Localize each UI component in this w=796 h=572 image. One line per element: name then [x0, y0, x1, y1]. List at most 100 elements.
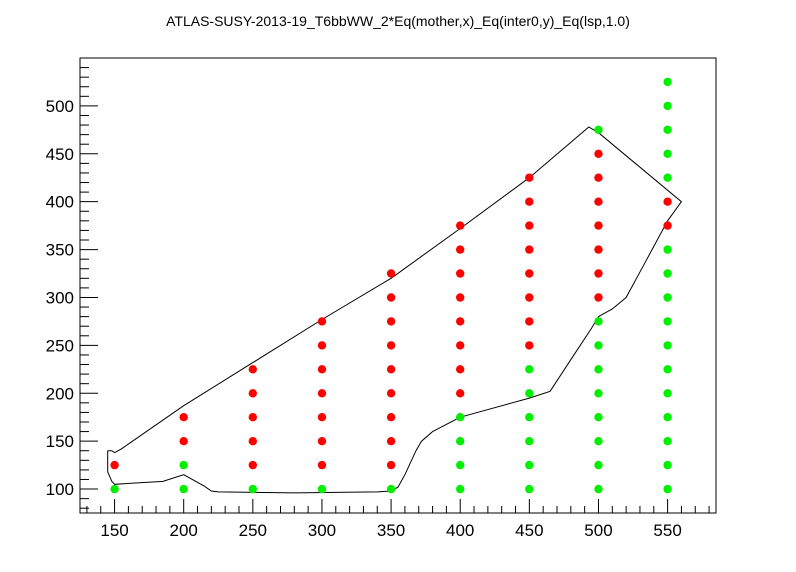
- allowed-point: [456, 437, 465, 446]
- allowed-point: [317, 484, 327, 494]
- y-tick-label: 300: [46, 288, 74, 307]
- excluded-point: [386, 341, 396, 350]
- excluded-point: [386, 269, 396, 278]
- axes-layer: 150 200 250 300 350 400 450 500 550 100 150 200 250 3…: [46, 57, 710, 540]
- excluded-point: [386, 293, 396, 302]
- y-tick-label: 200: [46, 384, 74, 403]
- allowed-point: [110, 484, 119, 494]
- allowed-point: [248, 484, 257, 494]
- chart-title: ATLAS-SUSY-2013-19_T6bbWW_2*Eq(mother,x)…: [166, 13, 630, 29]
- y-tick-label: 400: [46, 193, 74, 212]
- allowed-point: [525, 484, 534, 494]
- allowed-point: [594, 484, 603, 494]
- excluded-point: [663, 197, 672, 206]
- allowed-point: [456, 460, 465, 470]
- allowed-point: [594, 460, 603, 470]
- excluded-point: [386, 365, 396, 374]
- y-tick-label: 350: [46, 241, 74, 260]
- allowed-point: [663, 149, 672, 158]
- x-tick-label: 500: [584, 521, 612, 540]
- excluded-point: [386, 389, 396, 398]
- excluded-point: [525, 317, 534, 326]
- excluded-point: [456, 317, 465, 326]
- allowed-point: [594, 365, 603, 374]
- allowed-point: [594, 341, 603, 350]
- y-tick-label: 250: [46, 336, 74, 355]
- excluded-point: [456, 245, 465, 254]
- allowed-point: [179, 460, 188, 470]
- plot-frame: [79, 57, 717, 514]
- excluded-point: [594, 149, 603, 158]
- excluded-point: [248, 365, 257, 374]
- excluded-point: [456, 269, 465, 278]
- excluded-point: [594, 269, 603, 278]
- allowed-point: [663, 365, 672, 374]
- excluded-point: [317, 437, 327, 446]
- excluded-point: [456, 365, 465, 374]
- excluded-point: [248, 413, 257, 422]
- exclusion-contour-layer: [107, 126, 683, 494]
- allowed-point: [456, 484, 465, 494]
- allowed-point: [525, 365, 534, 374]
- excluded-point: [594, 245, 603, 254]
- excluded-point: [317, 365, 327, 374]
- data-points-layer: [110, 77, 672, 494]
- x-tick-label: 250: [239, 521, 267, 540]
- x-tick-label: 200: [170, 521, 198, 540]
- allowed-point: [663, 293, 672, 302]
- allowed-point: [663, 125, 672, 134]
- excluded-point: [525, 269, 534, 278]
- excluded-point: [317, 460, 327, 470]
- excluded-point: [386, 317, 396, 326]
- allowed-point: [594, 437, 603, 446]
- excluded-point: [456, 389, 465, 398]
- allowed-point: [663, 341, 672, 350]
- x-tick-label: 300: [308, 521, 336, 540]
- allowed-point: [594, 317, 603, 326]
- allowed-point: [663, 269, 672, 278]
- exclusion-contour-line: [107, 126, 683, 494]
- allowed-point: [594, 413, 603, 422]
- x-tick-label: 150: [100, 521, 128, 540]
- allowed-point: [663, 437, 672, 446]
- excluded-point: [594, 293, 603, 302]
- excluded-point: [525, 221, 534, 230]
- y-tick-label: 500: [46, 97, 74, 116]
- y-tick-label: 150: [46, 432, 74, 451]
- excluded-point: [179, 413, 188, 422]
- excluded-point: [663, 221, 672, 230]
- allowed-point: [663, 77, 672, 87]
- excluded-point: [248, 460, 257, 470]
- allowed-point: [663, 389, 672, 398]
- allowed-point: [663, 245, 672, 254]
- excluded-point: [525, 341, 534, 350]
- x-tick-label: 400: [446, 521, 474, 540]
- excluded-point: [594, 197, 603, 206]
- excluded-point: [456, 221, 465, 230]
- allowed-point: [386, 484, 396, 494]
- y-tick-label: 450: [46, 145, 74, 164]
- allowed-point: [663, 413, 672, 422]
- excluded-point: [248, 389, 257, 398]
- allowed-point: [594, 125, 603, 134]
- allowed-point: [663, 484, 672, 494]
- excluded-point: [456, 341, 465, 350]
- allowed-point: [663, 317, 672, 326]
- allowed-point: [594, 389, 603, 398]
- excluded-point: [317, 389, 327, 398]
- allowed-point: [663, 460, 672, 470]
- allowed-point: [663, 101, 672, 111]
- excluded-point: [594, 173, 603, 182]
- excluded-point: [456, 293, 465, 302]
- excluded-point: [248, 437, 257, 446]
- y-tick-label: 100: [46, 480, 74, 499]
- excluded-point: [525, 245, 534, 254]
- excluded-point: [525, 197, 534, 206]
- x-tick-label: 550: [653, 521, 681, 540]
- excluded-point: [386, 460, 396, 470]
- excluded-point: [317, 341, 327, 350]
- excluded-point: [317, 413, 327, 422]
- allowed-point: [663, 173, 672, 182]
- excluded-point: [110, 460, 119, 470]
- allowed-point: [525, 389, 534, 398]
